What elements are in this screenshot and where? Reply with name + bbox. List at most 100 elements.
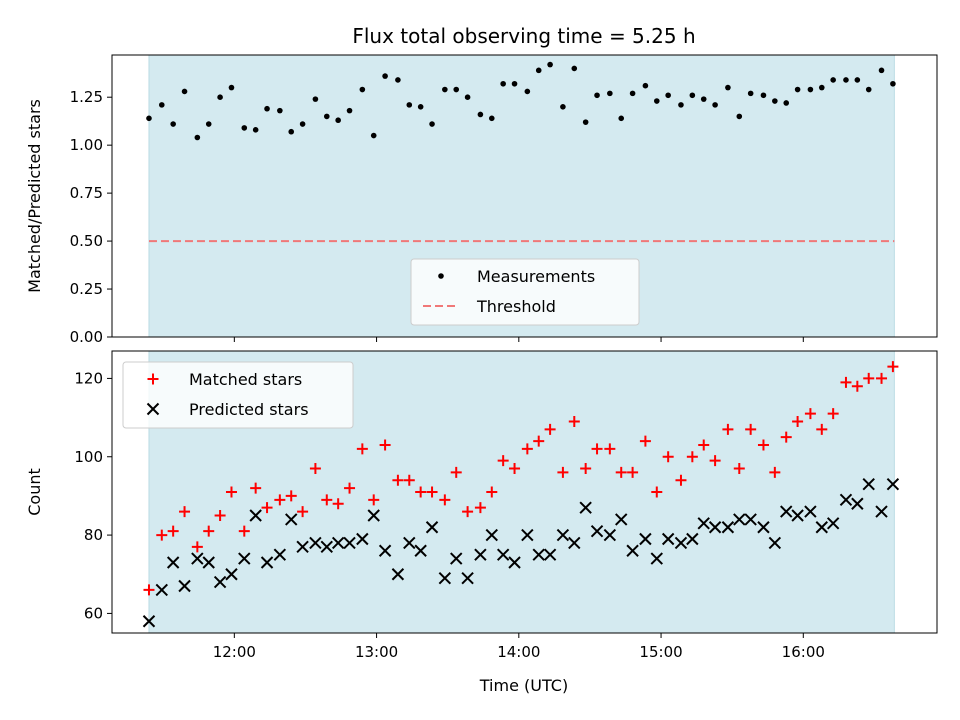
measurement-point — [594, 92, 600, 99]
matched-star-point — [745, 423, 757, 435]
measurement-point — [760, 92, 767, 99]
matched-star-point — [321, 494, 333, 506]
x-tick-label: 14:00 — [497, 643, 540, 661]
predicted-star-point — [403, 536, 416, 550]
x-tick-label: 13:00 — [355, 643, 398, 661]
predicted-star-point — [615, 513, 628, 526]
matched-star-point — [143, 584, 155, 596]
predicted-star-point — [356, 532, 369, 546]
matched-star-point — [309, 463, 321, 474]
measurement-point — [607, 90, 613, 97]
matched-star-point — [804, 408, 816, 420]
matched-star-point — [156, 529, 168, 541]
predicted-star-point — [146, 402, 160, 416]
measurement-point — [725, 84, 731, 91]
predicted-star-point — [260, 556, 274, 569]
legend-box — [410, 258, 640, 326]
predicted-star-point — [804, 505, 817, 518]
predicted-star-point — [780, 505, 793, 518]
predicted-star-point — [532, 548, 545, 561]
measurement-point — [346, 107, 353, 114]
x-tick-label: 16:00 — [782, 643, 825, 661]
predicted-star-point — [309, 536, 322, 550]
measurement-point — [818, 84, 825, 91]
measurement-point — [665, 92, 671, 99]
predicted-star-point — [178, 579, 191, 593]
predicted-star-point — [733, 513, 746, 526]
y-tick-label: 120 — [74, 369, 103, 387]
measurement-point — [442, 86, 448, 93]
predicted-star-point — [521, 528, 534, 542]
predicted-star-point — [886, 477, 900, 491]
measurement-point — [878, 67, 885, 74]
measurement-point — [535, 67, 542, 74]
measurement-point — [382, 73, 388, 79]
predicted-star-point — [225, 568, 238, 581]
y-tick-label: 1.25 — [70, 88, 103, 106]
y-tick-label: 100 — [74, 448, 103, 466]
measurement-point — [252, 127, 259, 133]
measurement-point — [747, 90, 754, 97]
predicted-star-point — [757, 521, 770, 534]
bottom-panel-counts: 60 80 100 120 12:00 13:00 14:00 15:00 16:00 Count… — [25, 350, 938, 661]
measurement-point — [700, 96, 707, 102]
measurement-point — [241, 125, 248, 131]
predicted-star-point — [391, 568, 405, 581]
matched-star-point — [816, 423, 828, 435]
measurement-point — [146, 115, 152, 122]
matched-star-point — [167, 525, 179, 537]
predicted-star-point — [238, 552, 251, 565]
measurement-point — [488, 115, 495, 122]
matched-star-point — [876, 372, 888, 384]
measurement-point — [335, 117, 341, 124]
matched-star-point — [651, 486, 663, 498]
legend-label: Matched stars — [189, 370, 302, 389]
predicted-star-point — [661, 532, 675, 546]
predicted-star-point — [543, 548, 557, 561]
matched-star-point — [439, 494, 451, 506]
measurement-point — [181, 88, 188, 95]
measurement-point — [783, 100, 790, 106]
measurement-point — [299, 121, 306, 127]
measurement-point — [736, 113, 743, 120]
matched-star-point — [486, 486, 498, 498]
matched-star-point — [191, 541, 203, 553]
predicted-star-point — [450, 552, 463, 565]
measurement-point — [794, 86, 801, 93]
axes-frame — [111, 54, 938, 338]
matched-star-point — [179, 506, 191, 518]
matched-star-point — [604, 443, 616, 455]
y-tick-label: 80 — [84, 526, 103, 544]
measurement-point — [277, 107, 283, 114]
predicted-star-point — [320, 540, 333, 554]
measurement-point — [288, 128, 295, 135]
predicted-star-point — [142, 615, 156, 628]
predicted-star-point — [815, 521, 828, 534]
predicted-star-point — [639, 532, 652, 546]
matched-star-point — [840, 376, 852, 388]
matched-star-point — [497, 455, 509, 467]
matched-star-point — [356, 443, 368, 455]
predicted-star-point — [285, 513, 298, 526]
matched-star-point — [521, 443, 533, 455]
measurement-point — [158, 102, 165, 108]
measurement-point — [370, 132, 377, 139]
legend: Measurements Threshold — [410, 258, 640, 326]
matched-star-point — [568, 416, 580, 427]
matched-star-point — [392, 474, 404, 486]
predicted-star-point — [485, 528, 498, 542]
measurement-point — [772, 98, 778, 104]
measurement-point — [194, 134, 201, 141]
matched-star-point — [203, 525, 215, 537]
matched-star-point — [225, 486, 237, 498]
predicted-star-point — [155, 583, 168, 597]
x-tick-label: 15:00 — [639, 643, 682, 661]
predicted-star-point — [438, 571, 452, 585]
measurement-point — [453, 86, 460, 93]
matched-star-point — [462, 506, 474, 518]
measurement-point — [524, 88, 531, 95]
measurement-point — [642, 82, 649, 89]
measurement-point — [417, 103, 424, 110]
axes-frame — [111, 350, 938, 634]
predicted-star-point — [474, 548, 487, 561]
